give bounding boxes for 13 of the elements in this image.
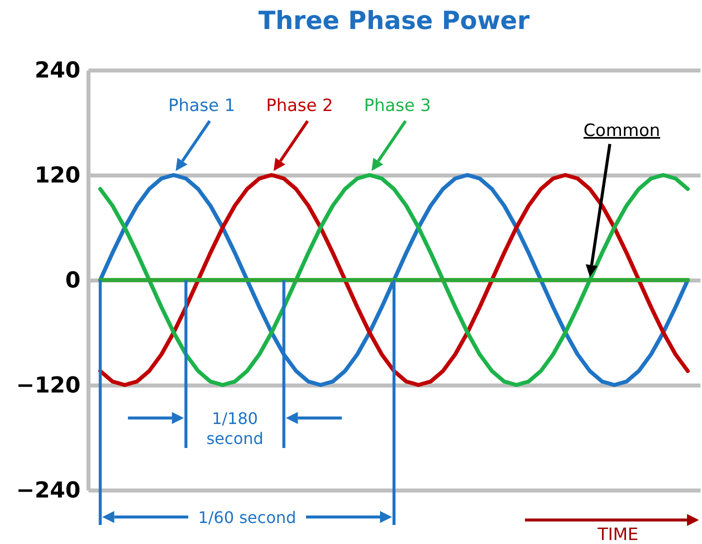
chart-title: Three Phase Power — [258, 6, 530, 35]
y-tick-label: 0 — [65, 268, 80, 294]
y-tick-label: 240 — [34, 58, 80, 84]
y-tick-label: 120 — [34, 164, 80, 188]
y-tick-label: −240 — [16, 478, 80, 504]
text: Phase 2 — [266, 96, 334, 116]
annotation: 1/180 second — [206, 409, 264, 448]
annotation: Common — [584, 121, 660, 141]
text: Phase 1 — [168, 96, 236, 116]
y-tick-label: −120 — [16, 374, 80, 398]
text: 1/60 second — [198, 508, 296, 527]
text: Phase 3 — [364, 96, 432, 116]
x-axis-title: TIME — [596, 525, 638, 544]
